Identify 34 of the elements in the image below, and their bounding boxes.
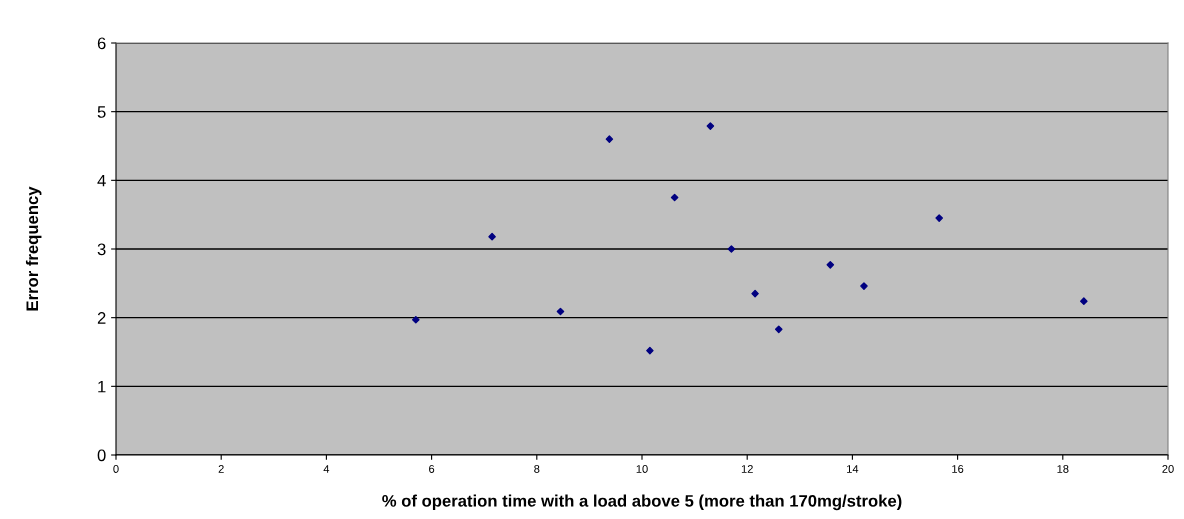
x-tick-label: 6 [429, 465, 435, 473]
point [670, 193, 679, 202]
y-tick-label: 5 [97, 106, 106, 118]
x-tick-label: 18 [1057, 465, 1069, 473]
x-tick-label: 0 [113, 465, 119, 473]
y-tick-label: 4 [97, 174, 106, 187]
point [860, 282, 868, 290]
x-tick-label: 14 [847, 465, 859, 473]
x-tick-label: 20 [1162, 465, 1174, 473]
y-tick-label: 2 [97, 312, 106, 324]
y-tick-label: 6 [97, 37, 106, 50]
point [826, 260, 835, 269]
x-tick-label: 10 [636, 465, 648, 473]
point [1080, 297, 1088, 305]
point [412, 315, 420, 324]
point [774, 325, 783, 334]
point [751, 289, 759, 298]
x-tick-label: 8 [534, 465, 540, 473]
point [935, 214, 943, 222]
point [605, 135, 614, 143]
point [556, 307, 565, 316]
y-tick-label: 3 [97, 243, 106, 256]
x-tick-label: 16 [952, 465, 964, 473]
point [646, 346, 654, 355]
x-tick-label: 2 [218, 465, 224, 473]
y-axis-title: Error frequency [25, 186, 42, 311]
point [488, 232, 496, 241]
point [727, 245, 736, 253]
point [706, 122, 715, 130]
x-axis-title: % of operation time with a load above 5 (more than 170mg/stroke) [382, 494, 902, 511]
x-tick-label: 12 [741, 465, 753, 473]
y-tick-label: 1 [98, 380, 106, 393]
x-tick-label: 4 [323, 465, 330, 473]
y-tick-label: 0 [97, 449, 106, 462]
